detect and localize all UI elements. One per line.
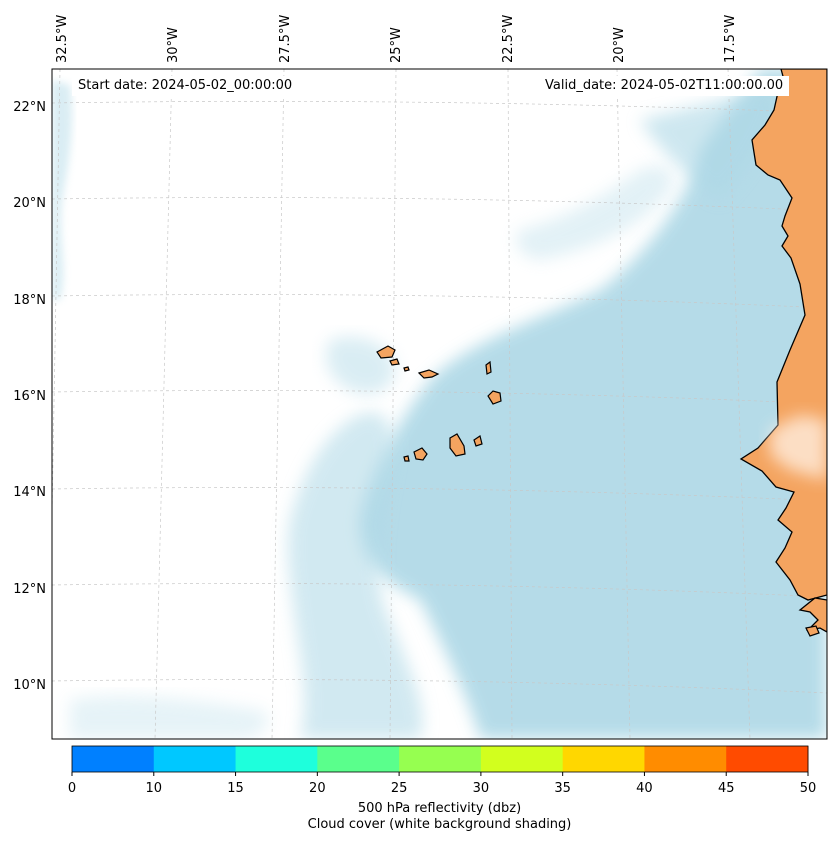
colorbar-tick-label: 45 <box>718 781 735 796</box>
island-fogo <box>413 447 428 461</box>
lat-label: 18°N <box>13 293 46 308</box>
colorbar-swatch <box>235 746 318 772</box>
graticule <box>52 69 827 739</box>
island-sao-nicolau <box>417 369 440 379</box>
lon-label: 17.5°W <box>723 15 738 63</box>
colorbar-tick-label: 15 <box>227 781 244 796</box>
map-plot-area <box>52 69 827 739</box>
lon-label: 25°W <box>389 27 404 63</box>
island-santiago <box>449 433 466 457</box>
latitude-labels: 22°N 20°N 18°N 16°N 14°N 12°N 10°N <box>13 100 46 693</box>
colorbar-tick-label: 0 <box>68 781 76 796</box>
colorbar-swatch <box>562 746 645 772</box>
start-date-label: Start date: 2024-05-02_00:00:00 <box>72 76 299 96</box>
colorbar-ticks: 0 10 15 20 25 30 35 40 45 50 <box>68 772 816 796</box>
colorbar-tick-label: 20 <box>309 781 326 796</box>
colorbar-tick-label: 50 <box>800 781 817 796</box>
colorbar-swatch <box>72 746 155 772</box>
colorbar-title: 500 hPa reflectivity (dbz) <box>357 801 522 816</box>
colorbar-swatch <box>153 746 237 772</box>
cloud-cover-shading <box>52 69 827 739</box>
lon-label: 30°W <box>166 27 181 63</box>
island-sal <box>485 360 492 375</box>
lat-label: 20°N <box>13 196 46 211</box>
cloud-coastal-light <box>640 90 780 200</box>
lat-label: 12°N <box>13 582 46 597</box>
cape-verde-islands <box>376 345 502 462</box>
colorbar-frame <box>71 745 809 773</box>
colorbar-label: 500 hPa reflectivity (dbz) Cloud cover (… <box>52 801 827 833</box>
colorbar: 0 10 15 20 25 30 35 40 45 50 <box>68 745 816 796</box>
map-frame <box>51 68 828 740</box>
colorbar-tick-label: 35 <box>554 781 571 796</box>
colorbar-swatch <box>480 746 564 772</box>
colorbar-subtitle: Cloud cover (white background shading) <box>307 817 572 832</box>
lon-label: 27.5°W <box>278 15 293 63</box>
lon-label: 20°W <box>612 27 627 63</box>
colorbar-tick-label: 40 <box>636 781 653 796</box>
lat-label: 10°N <box>13 678 46 693</box>
lat-label: 22°N <box>13 100 46 115</box>
valid-date-label: Valid_date: 2024-05-02T11:00:00.00 <box>539 76 790 96</box>
lat-label: 16°N <box>13 389 46 404</box>
colorbar-swatch <box>726 746 809 772</box>
africa-coast-land-south <box>798 597 827 633</box>
cloud-southwest-band <box>287 412 423 739</box>
colorbar-swatches <box>72 746 809 772</box>
colorbar-swatch <box>317 746 400 772</box>
cloud-north-wisps <box>516 166 673 260</box>
island-maio <box>473 435 483 447</box>
longitude-labels: 32.5°W 30°W 27.5°W 25°W 22.5°W 20°W 17.5… <box>55 15 738 63</box>
colorbar-swatch <box>644 746 727 772</box>
island-boa-vista <box>487 390 502 405</box>
cloud-southwest-patch <box>70 695 269 739</box>
colorbar-tick-label: 30 <box>473 781 490 796</box>
lon-label: 22.5°W <box>501 15 516 63</box>
lon-label: 32.5°W <box>55 15 70 63</box>
island-brava <box>403 455 410 462</box>
bissagos-island <box>805 625 820 637</box>
colorbar-swatch <box>399 746 482 772</box>
colorbar-tick-label: 25 <box>391 781 408 796</box>
lat-label: 14°N <box>13 485 46 500</box>
island-sao-vicente <box>389 358 400 366</box>
island-santo-antao <box>376 345 396 359</box>
colorbar-tick-label: 10 <box>146 781 163 796</box>
coastal-land-highlight <box>770 415 827 480</box>
island-santa-luzia <box>403 366 410 372</box>
cloud-main-band <box>360 69 827 739</box>
